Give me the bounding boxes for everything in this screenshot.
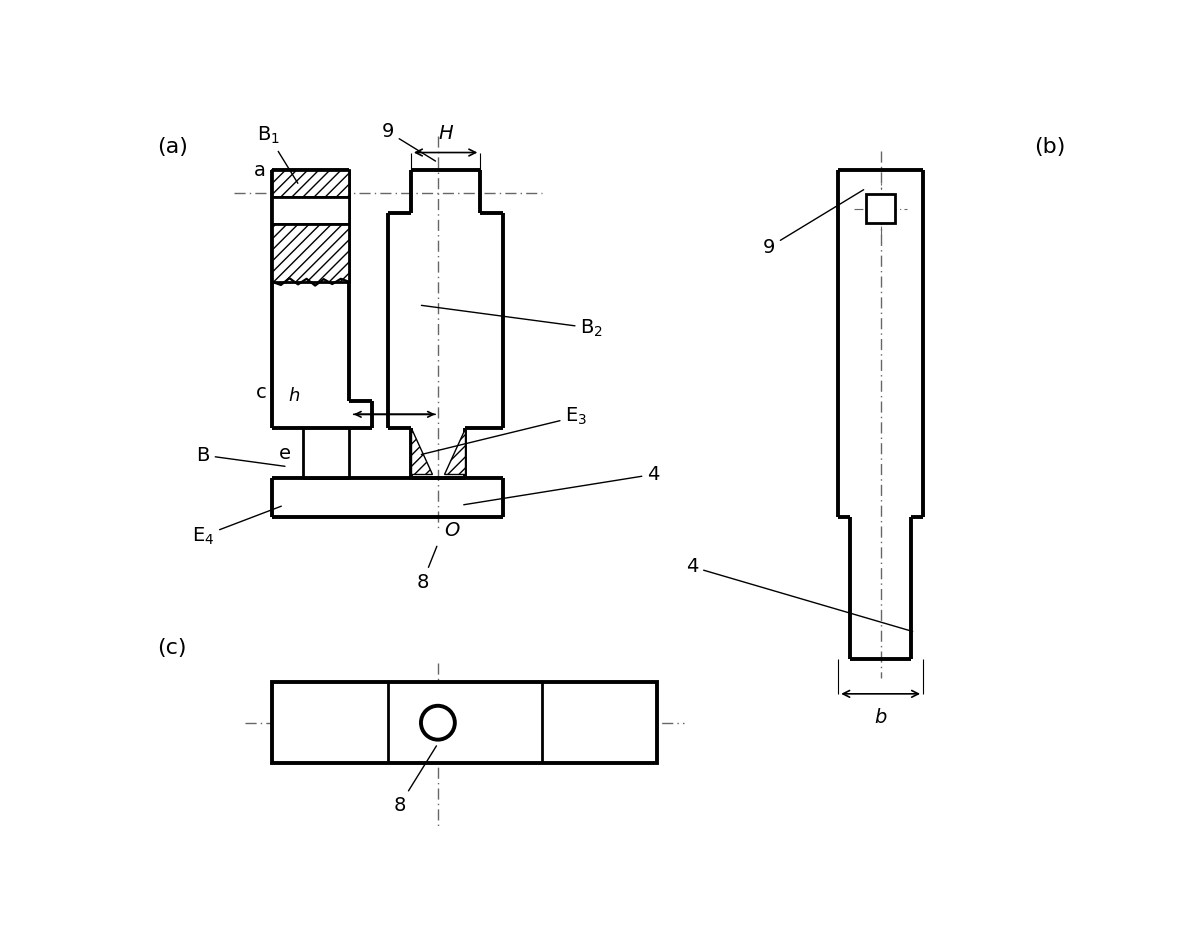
Text: 9: 9 xyxy=(382,122,436,161)
Text: 4: 4 xyxy=(686,558,913,631)
Polygon shape xyxy=(444,428,464,475)
Text: c: c xyxy=(256,383,266,401)
Text: (a): (a) xyxy=(157,137,187,157)
Text: B: B xyxy=(197,446,284,466)
Circle shape xyxy=(421,706,455,739)
Bar xyxy=(272,197,349,224)
Text: (c): (c) xyxy=(157,638,187,657)
Bar xyxy=(866,194,895,223)
Bar xyxy=(272,170,349,197)
Text: O: O xyxy=(444,520,460,540)
Polygon shape xyxy=(410,428,432,475)
Text: B$_1$: B$_1$ xyxy=(257,125,298,183)
Text: 9: 9 xyxy=(763,190,864,257)
Text: 4: 4 xyxy=(463,465,660,505)
Bar xyxy=(272,224,349,282)
Bar xyxy=(272,682,658,763)
Text: B$_2$: B$_2$ xyxy=(421,305,604,339)
Text: E$_3$: E$_3$ xyxy=(421,406,588,454)
Text: h: h xyxy=(288,387,299,405)
Text: b: b xyxy=(875,708,887,727)
Text: 8: 8 xyxy=(394,746,437,815)
Text: a: a xyxy=(254,161,266,180)
Text: e: e xyxy=(278,444,290,463)
Text: (b): (b) xyxy=(1034,137,1066,157)
Text: E$_4$: E$_4$ xyxy=(192,506,281,546)
Text: 8: 8 xyxy=(416,546,437,592)
Text: H: H xyxy=(438,125,452,143)
